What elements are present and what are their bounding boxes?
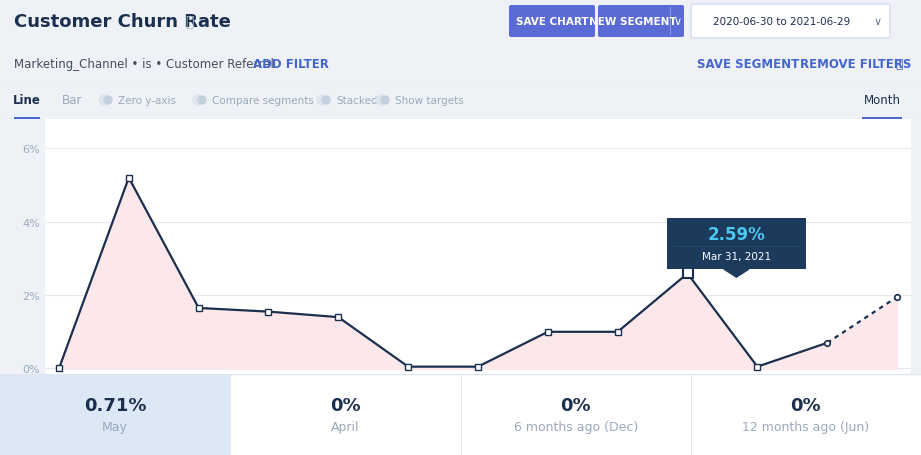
Bar <box>691 374 921 455</box>
FancyBboxPatch shape <box>691 5 890 39</box>
Text: 12 months ago (Jun): 12 months ago (Jun) <box>742 420 869 434</box>
Circle shape <box>376 96 386 106</box>
Text: Customer Churn Rate: Customer Churn Rate <box>14 13 231 31</box>
Circle shape <box>381 97 389 105</box>
Text: Zero y-axis: Zero y-axis <box>118 96 176 106</box>
Text: SAVE CHART: SAVE CHART <box>516 17 589 27</box>
Text: REMOVE FILTERS: REMOVE FILTERS <box>800 57 912 71</box>
Circle shape <box>198 97 206 105</box>
Circle shape <box>99 96 109 106</box>
Text: April: April <box>332 420 359 434</box>
Circle shape <box>104 97 112 105</box>
Bar <box>0 374 230 455</box>
Text: 0%: 0% <box>330 396 361 414</box>
FancyBboxPatch shape <box>509 6 595 38</box>
Polygon shape <box>724 269 749 278</box>
Text: Mar 31, 2021: Mar 31, 2021 <box>702 252 771 262</box>
Bar <box>670 8 671 36</box>
Text: Stacked: Stacked <box>336 96 378 106</box>
Text: 0%: 0% <box>560 396 591 414</box>
Bar <box>460 374 691 455</box>
Text: 6 months ago (Dec): 6 months ago (Dec) <box>514 420 637 434</box>
Text: 2020-06-30 to 2021-06-29: 2020-06-30 to 2021-06-29 <box>714 17 851 27</box>
Text: SAVE SEGMENT: SAVE SEGMENT <box>697 57 799 71</box>
Text: NEW SEGMENT: NEW SEGMENT <box>589 17 677 27</box>
Text: Month: Month <box>864 93 901 106</box>
Text: ADD FILTER: ADD FILTER <box>253 57 329 71</box>
Text: 2.59%: 2.59% <box>707 226 765 243</box>
Text: Show targets: Show targets <box>395 96 464 106</box>
Text: ∨: ∨ <box>874 17 882 27</box>
Bar <box>14 117 40 120</box>
Circle shape <box>322 97 330 105</box>
Text: ⓘ: ⓘ <box>185 15 193 29</box>
Text: Bar: Bar <box>62 93 82 106</box>
Text: 0.71%: 0.71% <box>84 396 146 414</box>
Text: ⧉: ⧉ <box>895 57 903 71</box>
Text: Marketing_Channel • is • Customer Referral: Marketing_Channel • is • Customer Referr… <box>14 57 274 71</box>
Text: 0%: 0% <box>790 396 822 414</box>
Bar <box>862 117 902 120</box>
Text: Line: Line <box>13 93 41 106</box>
FancyBboxPatch shape <box>598 6 684 38</box>
Text: Compare segments: Compare segments <box>212 96 314 106</box>
Text: May: May <box>102 420 128 434</box>
Circle shape <box>193 96 203 106</box>
Bar <box>667 218 806 269</box>
Text: ∨: ∨ <box>674 17 682 27</box>
Bar <box>230 374 460 455</box>
Circle shape <box>317 96 327 106</box>
